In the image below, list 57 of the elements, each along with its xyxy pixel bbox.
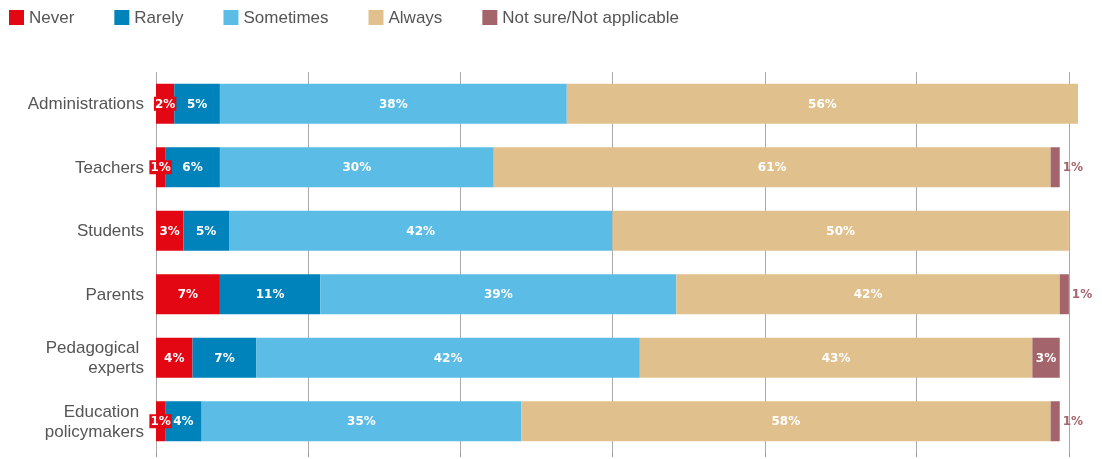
data-label: 6% [182, 160, 203, 175]
data-label: 4% [164, 350, 185, 365]
bar [229, 210, 613, 251]
data-label: 5% [196, 223, 217, 238]
data-label: 11% [255, 287, 285, 302]
legend-label: Always [388, 8, 443, 27]
bar [219, 83, 567, 124]
data-label: 42% [406, 223, 436, 238]
data-label: 38% [378, 96, 408, 111]
bar [521, 401, 1051, 442]
data-label: 58% [771, 414, 801, 429]
data-label: 1% [150, 160, 171, 175]
y-tick-label: Teachers [75, 157, 144, 177]
y-tick-label: Parents [85, 284, 144, 304]
bar [192, 337, 257, 378]
data-label: 50% [826, 223, 856, 238]
data-label: 56% [808, 96, 837, 111]
data-label: 7% [214, 350, 235, 365]
bar [256, 337, 640, 378]
legend-label: Not sure/Not applicable [502, 8, 680, 27]
data-label: 35% [347, 414, 376, 429]
data-label: 1% [1062, 160, 1084, 175]
data-label: 42% [853, 287, 883, 302]
data-label: 1% [1071, 287, 1093, 302]
data-label: 7% [177, 287, 199, 302]
y-tick-label: Administrations [27, 94, 144, 114]
data-label: 1% [1062, 414, 1084, 429]
y-tick-label: Pedagogical experts [45, 338, 144, 378]
data-label: 3% [159, 223, 180, 238]
data-label: 39% [483, 287, 513, 302]
bar [566, 83, 1078, 124]
bar [156, 274, 220, 315]
data-label: 4% [173, 414, 194, 429]
bar [320, 274, 677, 315]
legend-label: Rarely [134, 8, 184, 27]
data-label: 5% [186, 96, 208, 111]
data-label: 1% [150, 414, 171, 429]
data-label: 30% [342, 160, 372, 175]
data-label: 61% [757, 160, 787, 175]
bar [676, 274, 1060, 315]
data-label: 43% [821, 350, 851, 365]
bar [1059, 274, 1069, 315]
legend-label: Sometimes [243, 8, 329, 27]
bar [219, 274, 321, 315]
bar [201, 401, 522, 442]
bar [639, 337, 1033, 378]
data-label: 42% [433, 350, 463, 365]
bar [1050, 147, 1060, 188]
bar [612, 210, 1069, 251]
bar [1050, 401, 1060, 442]
y-tick-label: Students [76, 221, 144, 241]
data-label: 2% [154, 96, 176, 111]
legend-label: Never [29, 8, 75, 27]
y-tick-label: Education policymakers [44, 401, 144, 441]
bar [493, 147, 1051, 188]
bar [219, 147, 494, 188]
data-label: 3% [1035, 350, 1057, 365]
